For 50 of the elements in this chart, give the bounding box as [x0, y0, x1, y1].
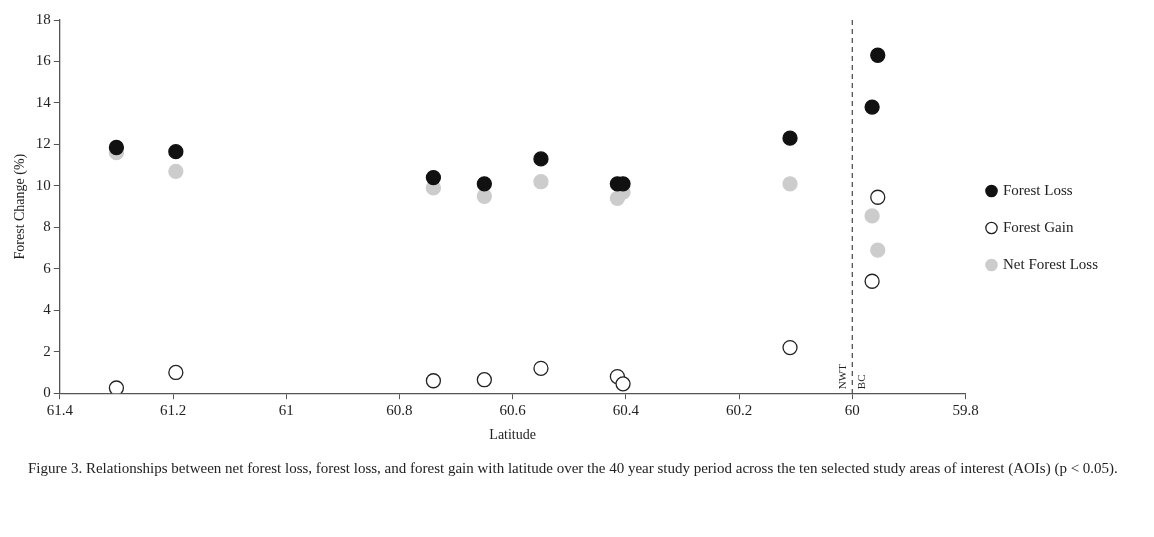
legend-label: Forest Loss	[1003, 181, 1073, 198]
x-axis-title: Latitude	[489, 427, 536, 443]
y-tick-label: 0	[43, 384, 51, 401]
y-tick-label: 4	[43, 301, 52, 318]
point	[782, 130, 798, 146]
point	[533, 174, 549, 190]
legend-label: Net Forest Loss	[1003, 255, 1099, 272]
point	[533, 151, 549, 167]
x-tick-label: 60	[844, 402, 860, 419]
point	[476, 372, 492, 388]
point	[864, 99, 880, 115]
y-tick-label: 6	[43, 259, 52, 276]
x-tick-label: 61.2	[159, 402, 187, 419]
annotation: BC	[854, 374, 867, 390]
point	[782, 339, 798, 356]
x-tick-label: 60.4	[612, 402, 640, 419]
y-tick-label: 16	[35, 52, 52, 69]
point	[870, 47, 886, 63]
x-tick-label: 61.4	[46, 402, 74, 419]
point	[168, 364, 184, 381]
point	[533, 360, 549, 376]
point	[476, 176, 492, 192]
y-tick-label: 2	[43, 342, 51, 359]
x-tick-label: 60.8	[386, 402, 413, 419]
x-tick-label: 59.8	[952, 402, 979, 419]
legend-label: Forest Gain	[1003, 218, 1074, 235]
point	[108, 380, 125, 394]
y-tick-label: 10	[35, 176, 51, 193]
y-tick-label: 14	[35, 93, 52, 110]
point	[425, 169, 442, 186]
point	[870, 242, 886, 258]
point	[864, 208, 880, 224]
x-tick-label: 60.6	[499, 402, 527, 419]
point	[615, 376, 631, 392]
annotation: NWT	[835, 363, 848, 390]
y-tick-label: 8	[43, 218, 51, 235]
point	[476, 188, 492, 204]
point	[168, 163, 184, 179]
point	[870, 189, 886, 205]
x-tick-label: 60.2	[725, 402, 753, 419]
point	[425, 373, 442, 389]
x-tick-label: 61	[278, 402, 294, 419]
y-axis-title: Forest Change (%)	[12, 153, 29, 260]
y-tick-label: 12	[35, 135, 51, 152]
caption: Figure 3. Relationships between net forest loss, forest loss, and forest gain with latitude over the 40 year study period across the ten selected study areas of interest (AOIs) (p < 0.05).	[28, 459, 1118, 478]
point	[168, 144, 184, 160]
point	[108, 139, 125, 156]
y-tick-label: 18	[35, 10, 51, 27]
point	[864, 273, 880, 289]
point	[782, 176, 798, 192]
